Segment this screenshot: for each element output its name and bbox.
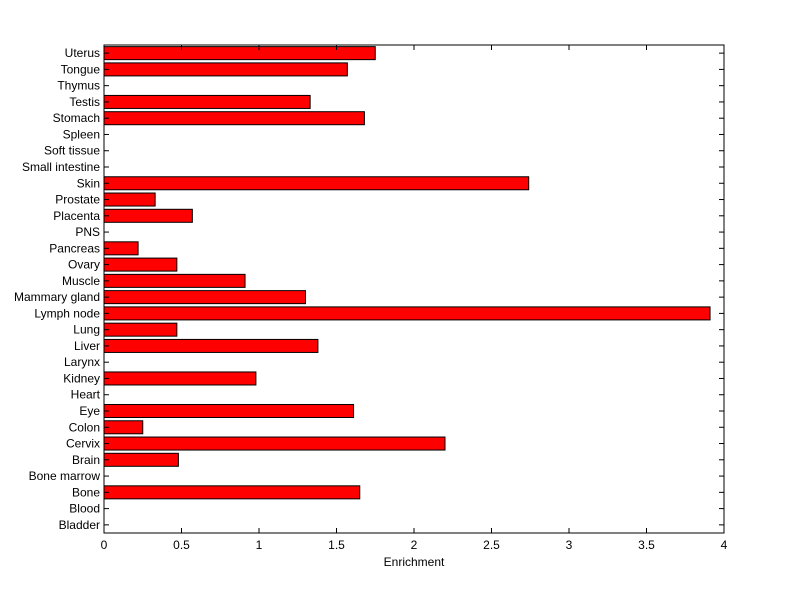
bar-prostate: [103, 192, 156, 207]
x-tick-label: 3.5: [638, 538, 655, 552]
bar-eye: [103, 403, 355, 419]
bar-uterus: [103, 46, 376, 61]
bar-tongue: [103, 62, 348, 77]
y-tick-label-ovary: Ovary: [68, 258, 100, 272]
bar-muscle: [103, 273, 246, 288]
y-tick-label-colon: Colon: [69, 420, 100, 434]
x-tick-label: 0.5: [173, 538, 190, 552]
y-tick-label-bone-marrow: Bone marrow: [29, 469, 101, 483]
y-tick-label-bladder: Bladder: [59, 518, 100, 532]
y-tick-label-eye: Eye: [79, 404, 100, 418]
y-tick-label-mammary-gland: Mammary gland: [14, 290, 100, 304]
bar-lung: [103, 322, 178, 337]
x-tick-label: 1.5: [328, 538, 345, 552]
y-tick-label-pancreas: Pancreas: [49, 241, 100, 255]
bar-skin: [103, 176, 530, 191]
x-tick-label: 1: [256, 538, 263, 552]
y-tick-label-muscle: Muscle: [62, 274, 100, 288]
x-tick-label: 4: [721, 538, 728, 552]
x-axis-label: Enrichment: [384, 555, 445, 569]
bar-lymph-node: [103, 306, 711, 321]
bar-bone: [103, 485, 361, 500]
bar-pancreas: [103, 241, 139, 256]
y-tick-label-liver: Liver: [74, 339, 100, 353]
bar-liver: [103, 338, 319, 353]
y-tick-label-larynx: Larynx: [64, 355, 100, 369]
y-tick-label-prostate: Prostate: [55, 193, 100, 207]
y-tick-label-uterus: Uterus: [65, 46, 100, 60]
bar-colon: [103, 420, 144, 435]
y-tick-label-tongue: Tongue: [61, 62, 101, 76]
y-axis-ticks: Bladder Blood Bone Bone marrow Brain Cervix Co…: [14, 46, 724, 532]
x-tick-label: 0: [101, 538, 108, 552]
y-tick-label-brain: Brain: [72, 453, 100, 467]
y-tick-label-blood: Blood: [69, 502, 100, 516]
bar-ovary: [103, 257, 178, 272]
x-axis-ticks: 0 0.5 1 1.5 2 2.5 3 3.5 4: [101, 45, 728, 552]
x-tick-label: 2.5: [483, 538, 500, 552]
y-tick-label-pns: PNS: [75, 225, 100, 239]
bars-group: [103, 46, 711, 500]
bar-testis: [103, 94, 311, 109]
bar-stomach: [103, 111, 365, 126]
y-tick-label-soft-tissue: Soft tissue: [44, 144, 100, 158]
y-tick-label-thymus: Thymus: [57, 79, 100, 93]
bar-cervix: [103, 436, 446, 451]
y-tick-label-spleen: Spleen: [63, 127, 100, 141]
bar-brain: [103, 452, 179, 467]
bar-placenta: [103, 208, 193, 223]
bar-mammary-gland: [103, 290, 306, 305]
y-tick-label-kidney: Kidney: [63, 371, 100, 385]
y-tick-label-heart: Heart: [71, 388, 101, 402]
y-tick-label-placenta: Placenta: [53, 209, 100, 223]
y-tick-label-lung: Lung: [73, 323, 100, 337]
y-tick-label-cervix: Cervix: [66, 437, 100, 451]
bar-kidney: [103, 371, 257, 386]
x-tick-label: 2: [411, 538, 418, 552]
y-tick-label-bone: Bone: [72, 485, 100, 499]
y-tick-label-skin: Skin: [77, 176, 100, 190]
x-tick-label: 3: [566, 538, 573, 552]
y-tick-label-testis: Testis: [69, 95, 100, 109]
y-tick-label-stomach: Stomach: [53, 111, 100, 125]
y-tick-label-small-intestine: Small intestine: [22, 160, 100, 174]
y-tick-label-lymph-node: Lymph node: [34, 306, 100, 320]
